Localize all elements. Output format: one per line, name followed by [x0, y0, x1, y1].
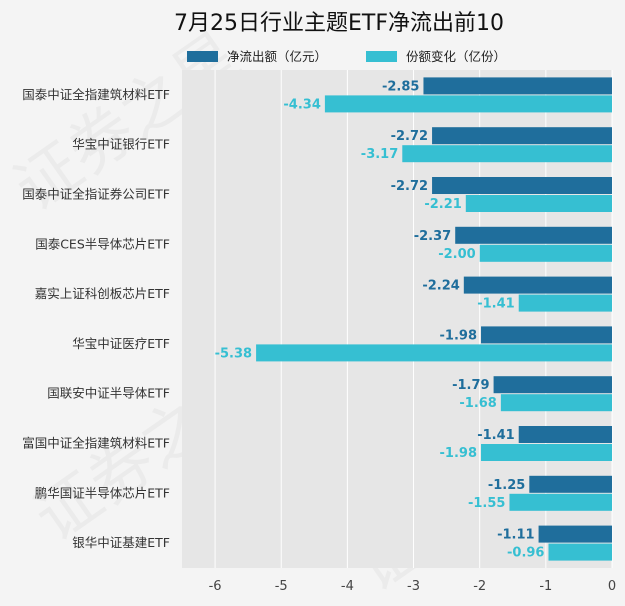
share-change-bar — [479, 244, 612, 262]
share-change-bar — [548, 543, 612, 561]
legend: 净流出额（亿元） 份额变化（亿份） — [187, 49, 506, 64]
share-change-bar — [324, 95, 612, 113]
x-tick-labels: -6 -5 -4 -3 -2 -1 0 — [209, 579, 617, 594]
share-change-label: -1.68 — [459, 396, 496, 411]
share-change-label: -2.21 — [424, 197, 461, 212]
net-outflow-bar — [423, 77, 612, 95]
net-outflow-label: -1.79 — [452, 378, 489, 393]
net-outflow-label: -1.98 — [440, 328, 477, 343]
share-change-label: -1.98 — [440, 446, 477, 461]
net-outflow-label: -2.72 — [391, 129, 428, 144]
net-outflow-bar — [493, 376, 612, 394]
share-change-label: -1.41 — [477, 297, 514, 312]
net-outflow-bar — [518, 426, 612, 443]
category-label: 嘉实上证科创板芯片ETF — [35, 286, 170, 301]
share-change-bar — [509, 493, 612, 511]
net-outflow-label: -2.24 — [422, 279, 459, 294]
net-outflow-label: -2.37 — [414, 229, 451, 244]
share-change-bar — [518, 294, 612, 312]
legend-label: 份额变化（亿份） — [406, 49, 506, 64]
net-outflow-label: -1.11 — [497, 528, 534, 543]
net-outflow-label: -2.85 — [382, 79, 419, 94]
share-change-label: -0.96 — [507, 546, 544, 561]
category-label: 富国中证全指建筑材料ETF — [22, 436, 170, 451]
net-outflow-bar — [538, 525, 612, 543]
category-label: 国泰中证全指建筑材料ETF — [22, 87, 170, 102]
chart-title: 7月25日行业主题ETF净流出前10 — [174, 11, 504, 36]
legend-swatch — [366, 51, 397, 62]
category-label: 银华中证基建ETF — [72, 535, 170, 550]
x-tick-label: -6 — [209, 579, 222, 594]
bars — [256, 77, 612, 561]
x-tick-label: 0 — [608, 579, 616, 594]
share-change-bar — [402, 145, 612, 163]
category-label: 国联安中证半导体ETF — [47, 386, 170, 401]
category-label: 华宝中证医疗ETF — [72, 336, 170, 351]
share-change-label: -1.55 — [468, 496, 505, 511]
legend-swatch — [187, 51, 218, 62]
net-outflow-bar — [529, 475, 612, 493]
net-outflow-bar — [481, 326, 612, 344]
x-tick-label: -1 — [539, 579, 552, 594]
net-outflow-bar — [432, 177, 612, 194]
data-labels: -2.85 -4.34 -2.72 -3.17 -2.72 -2.21 -2.37 -2.00… — [215, 79, 545, 560]
share-change-bar — [256, 344, 612, 362]
share-change-bar — [465, 195, 612, 212]
plot-area — [182, 70, 612, 568]
net-outflow-bar — [455, 226, 612, 244]
share-change-label: -3.17 — [361, 147, 398, 162]
legend-label: 净流出额（亿元） — [227, 49, 327, 64]
category-label: 国泰中证全指证券公司ETF — [22, 187, 170, 202]
x-tick-label: -5 — [275, 579, 288, 594]
net-outflow-bar — [463, 276, 612, 294]
net-outflow-label: -1.41 — [477, 428, 514, 443]
x-tick-label: -3 — [407, 579, 420, 594]
category-label: 华宝中证银行ETF — [72, 137, 170, 152]
category-label: 国泰CES半导体芯片ETF — [35, 236, 170, 251]
net-outflow-label: -1.25 — [488, 478, 525, 493]
x-tick-label: -4 — [341, 579, 354, 594]
share-change-bar — [481, 444, 612, 461]
category-label: 鹏华国证半导体芯片ETF — [35, 485, 170, 500]
share-change-label: -5.38 — [215, 346, 252, 361]
share-change-label: -4.34 — [283, 97, 320, 112]
net-outflow-bar — [432, 127, 612, 145]
category-labels: 国泰中证全指建筑材料ETF 华宝中证银行ETF 国泰中证全指证券公司ETF 国泰CES… — [22, 87, 170, 550]
share-change-label: -2.00 — [438, 247, 475, 262]
share-change-bar — [500, 394, 612, 412]
x-tick-label: -2 — [473, 579, 486, 594]
net-outflow-label: -2.72 — [391, 179, 428, 194]
